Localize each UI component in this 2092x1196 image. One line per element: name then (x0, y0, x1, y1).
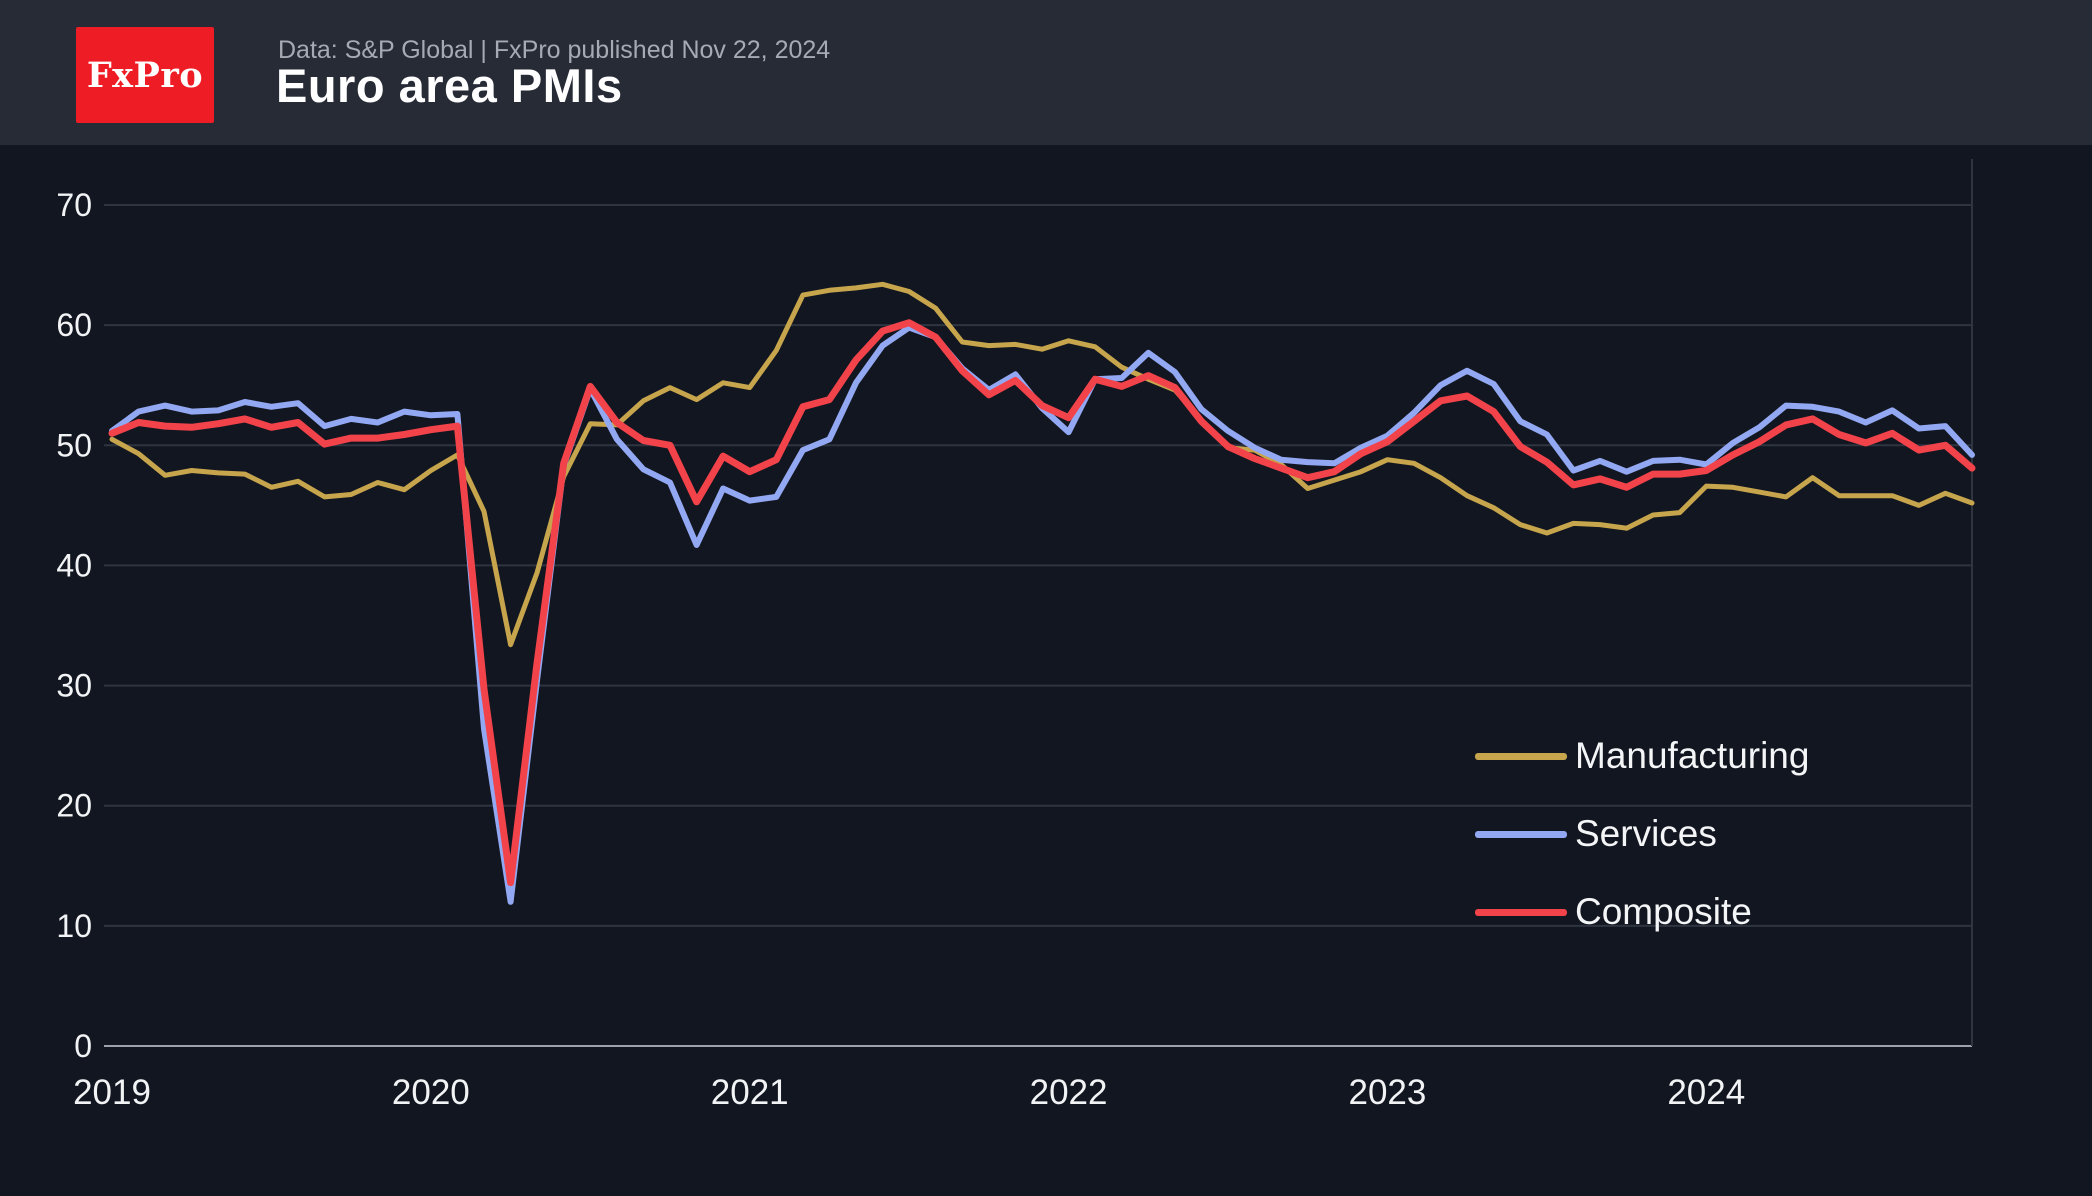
chart-legend: Manufacturing Services Composite (1475, 717, 1809, 951)
series-line-composite (108, 319, 1976, 887)
legend-label-composite: Composite (1575, 891, 1752, 932)
legend-item-manufacturing: Manufacturing (1475, 717, 1809, 795)
y-tick-label: 20 (56, 788, 92, 824)
page-title: Euro area PMIs (276, 59, 623, 112)
legend-label-services: Services (1575, 813, 1717, 854)
legend-item-services: Services (1475, 795, 1809, 873)
fxpro-logo-text: FxPro (86, 54, 204, 96)
y-tick-label: 50 (56, 427, 92, 463)
x-tick-label: 2022 (1030, 1073, 1108, 1112)
y-tick-label: 0 (74, 1028, 92, 1064)
legend-item-composite: Composite (1475, 873, 1809, 951)
x-tick-label: 2019 (73, 1073, 151, 1112)
services-line-swatch (1475, 830, 1567, 838)
x-tick-label: 2020 (392, 1073, 470, 1112)
fxpro-logo: FxPro (76, 27, 214, 123)
x-tick-label: 2023 (1348, 1073, 1426, 1112)
chart-area: 0 10 20 30 40 50 60 70 2019 2020 2021 2022 2023 2024 … (0, 145, 2092, 1196)
y-tick-label: 40 (56, 547, 92, 583)
y-tick-label: 10 (56, 908, 92, 944)
x-tick-label: 2024 (1667, 1073, 1745, 1112)
composite-line-swatch (1475, 908, 1567, 916)
header-bar: FxPro Data: S&P Global | FxPro published… (0, 0, 2092, 145)
data-source-line: Data: S&P Global | FxPro published Nov 2… (278, 36, 831, 64)
legend-label-manufacturing: Manufacturing (1575, 735, 1810, 776)
y-tick-label: 60 (56, 307, 92, 343)
series-line-manufacturing (109, 281, 1975, 648)
y-tick-label: 70 (56, 187, 92, 223)
x-tick-label: 2021 (711, 1073, 789, 1112)
y-tick-label: 30 (56, 668, 92, 704)
pmi-line-chart: 0 10 20 30 40 50 60 70 2019 2020 2021 2022 2023 2024 (56, 159, 1976, 1112)
manufacturing-line-swatch (1475, 752, 1567, 760)
